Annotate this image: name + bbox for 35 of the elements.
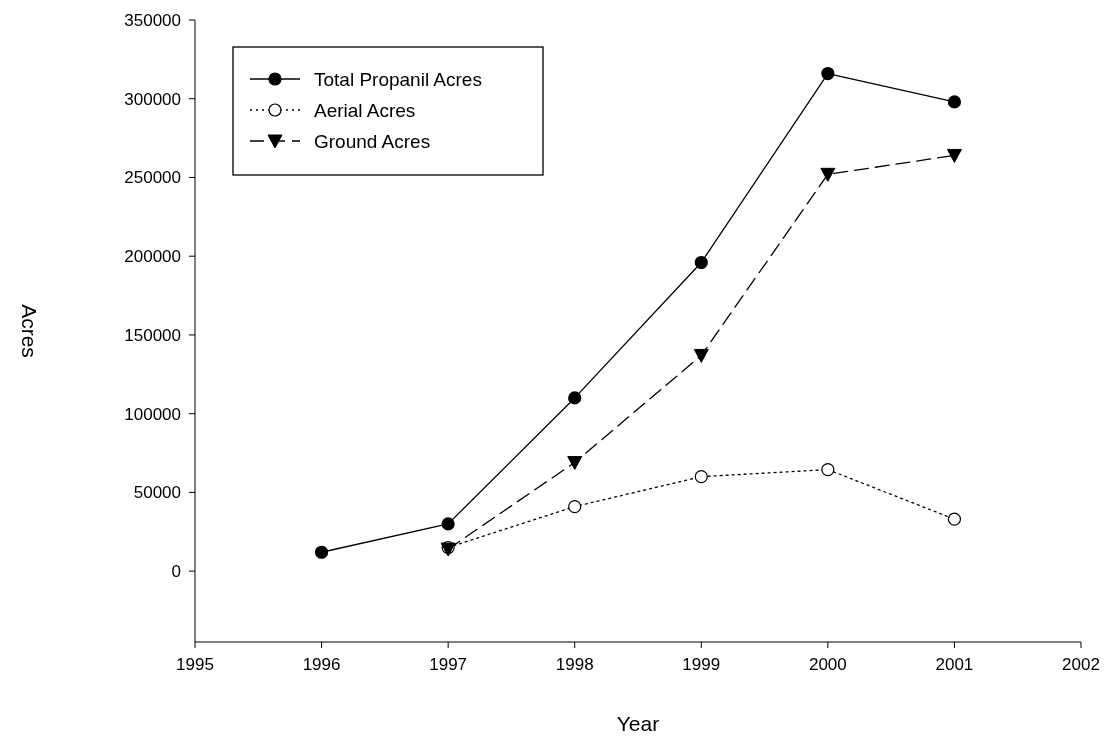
x-tick-label: 1995 [176,655,214,674]
y-axis-title: Acres [18,304,41,358]
point [821,462,835,477]
x-tick-label: 1999 [682,655,721,674]
point [568,391,582,405]
y-tick-label: 150000 [124,325,181,345]
legend-label: Ground Acres [314,130,431,152]
point [947,95,962,109]
point [694,470,708,484]
y-tick-label: 0 [171,562,181,582]
y-tick-label: 250000 [124,168,181,188]
y-tick-label: 50000 [133,483,181,503]
x-tick-label: 1998 [555,655,594,674]
y-tick-label: 300000 [124,89,181,109]
point [694,255,708,270]
point [567,455,583,470]
y-tick-label: 200000 [124,247,181,267]
point [568,499,582,514]
point [693,348,709,363]
x-tick-label: 1996 [302,655,341,674]
y-tick-label: 350000 [124,10,181,30]
y-tick-label: 100000 [124,404,181,424]
point [314,545,329,559]
x-axis-title: Year [616,712,660,735]
legend-label: Total Propanil Acres [314,68,482,90]
x-tick-label: 2001 [935,655,974,674]
legend-label: Aerial Acres [314,99,416,121]
point [821,66,835,81]
x-tick-label: 2002 [1062,655,1100,674]
point [946,148,962,163]
point [947,512,962,526]
point [441,517,455,531]
x-tick-label: 1997 [429,655,468,674]
x-tick-label: 2000 [808,655,847,674]
point [820,167,836,182]
